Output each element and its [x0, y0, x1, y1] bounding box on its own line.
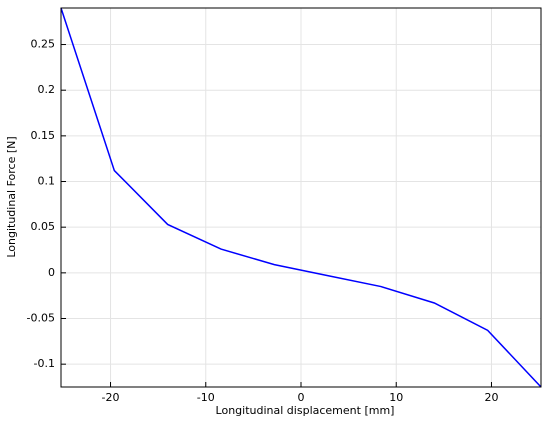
y-axis-label: Longitudinal Force [N]: [5, 136, 18, 257]
x-axis-label: Longitudinal displacement [mm]: [216, 404, 395, 417]
x-tick-label: 0: [298, 391, 305, 404]
y-tick-label: 0.2: [38, 83, 56, 96]
y-tick-label: 0.1: [38, 175, 56, 188]
y-tick-label: 0.25: [31, 38, 56, 51]
data-line: [60, 7, 542, 388]
x-tick-label: 20: [484, 391, 498, 404]
x-tick-label: 10: [389, 391, 403, 404]
marks: [60, 7, 542, 388]
x-tick-label: -20: [102, 391, 120, 404]
y-tick-label: -0.05: [27, 312, 55, 325]
y-tick-label: -0.1: [34, 357, 55, 370]
y-tick-label: 0: [48, 266, 55, 279]
x-tick-label: -10: [197, 391, 215, 404]
grid: [61, 8, 541, 387]
y-tick-label: 0.15: [31, 129, 56, 142]
y-tick-label: 0.05: [31, 220, 56, 233]
plot-frame: [60, 7, 542, 388]
